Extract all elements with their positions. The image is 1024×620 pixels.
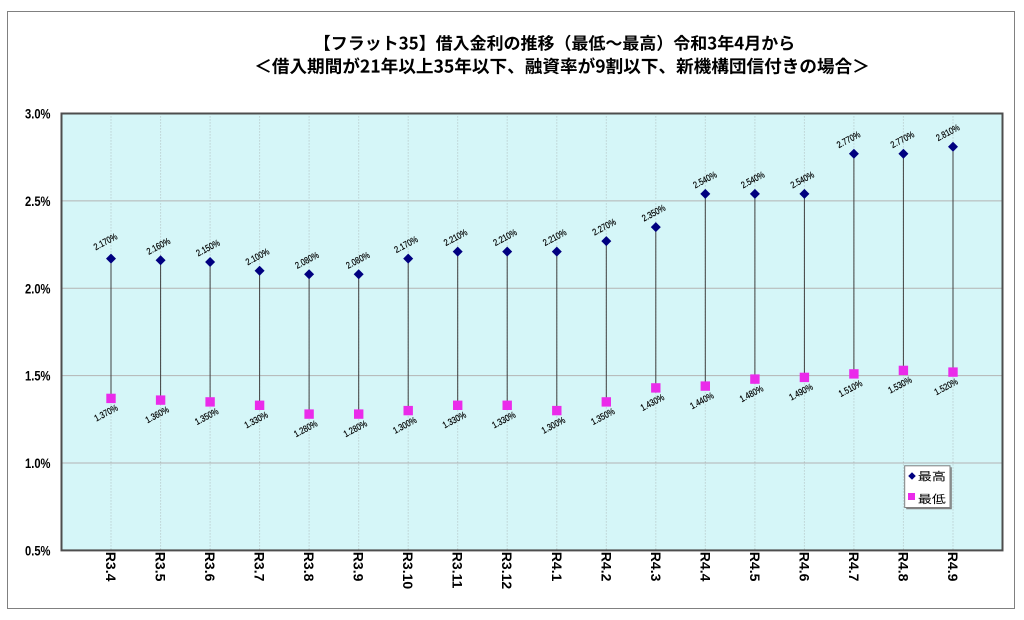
svg-text:R3.11: R3.11 <box>450 552 466 589</box>
svg-text:R4.1: R4.1 <box>549 552 565 582</box>
svg-text:1.0%: 1.0% <box>25 455 51 471</box>
svg-text:2.0%: 2.0% <box>25 280 51 296</box>
svg-text:R4.4: R4.4 <box>697 552 713 582</box>
svg-text:3.0%: 3.0% <box>25 106 51 122</box>
svg-text:R4.7: R4.7 <box>846 552 862 582</box>
svg-text:R3.9: R3.9 <box>351 552 367 582</box>
svg-text:R4.8: R4.8 <box>895 552 911 582</box>
svg-text:R4.3: R4.3 <box>648 552 664 582</box>
svg-text:R3.10: R3.10 <box>400 552 416 590</box>
svg-text:R3.6: R3.6 <box>202 552 218 582</box>
svg-text:R3.7: R3.7 <box>252 552 268 582</box>
svg-text:R3.5: R3.5 <box>153 552 169 582</box>
svg-text:R3.8: R3.8 <box>301 552 317 582</box>
svg-text:R4.9: R4.9 <box>945 552 961 582</box>
svg-text:1.5%: 1.5% <box>25 368 51 384</box>
svg-text:R4.6: R4.6 <box>796 552 812 582</box>
svg-text:R3.4: R3.4 <box>103 552 119 582</box>
svg-text:R3.12: R3.12 <box>499 552 515 590</box>
svg-text:2.5%: 2.5% <box>25 193 51 209</box>
svg-text:0.5%: 0.5% <box>25 542 51 558</box>
svg-text:R4.5: R4.5 <box>747 552 763 582</box>
svg-text:R4.2: R4.2 <box>598 552 614 582</box>
